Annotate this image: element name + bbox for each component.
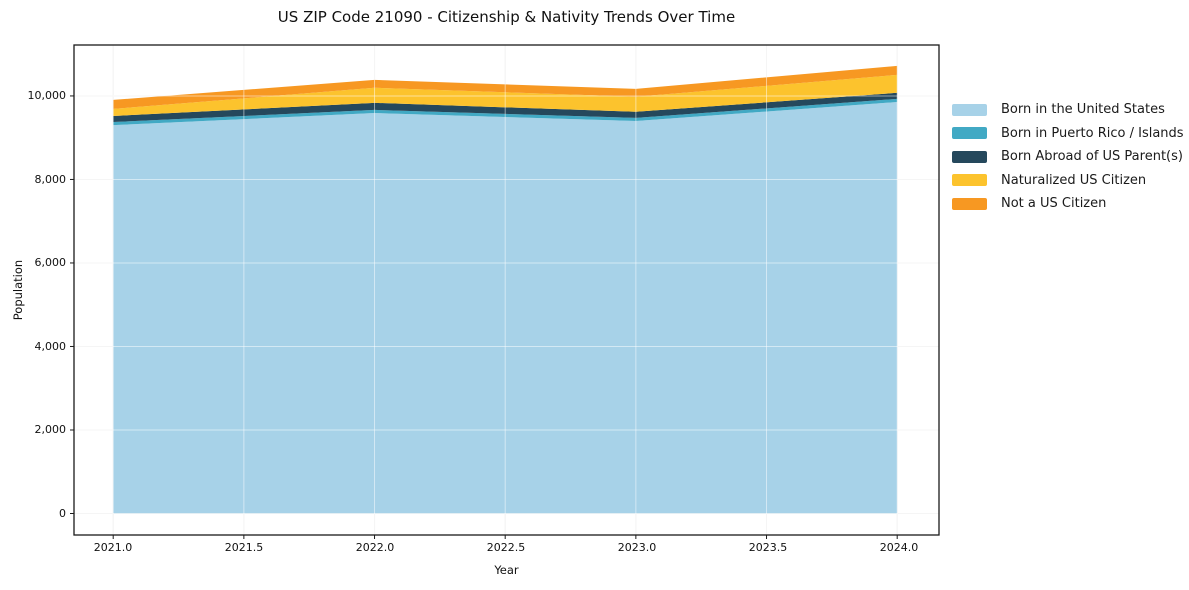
y-tick-label: 2,000 — [34, 423, 67, 436]
legend-item-born-us: Born in the United States — [952, 103, 1184, 116]
legend-item-born-abroad: Born Abroad of US Parent(s) — [952, 150, 1184, 163]
y-tick-label: 0 — [59, 506, 66, 520]
legend-label: Naturalized US Citizen — [1001, 172, 1147, 188]
legend-swatch-born-us — [952, 103, 987, 116]
axes-frame — [73, 44, 940, 536]
x-tick-label: 2021.0 — [93, 541, 133, 554]
legend-label: Not a US Citizen — [1001, 196, 1107, 211]
legend: Born in the United States Born in Puerto… — [952, 103, 1184, 210]
legend-label: Born Abroad of US Parent(s) — [1001, 149, 1183, 164]
x-tick-label: 2021.5 — [224, 541, 264, 554]
x-tick-label: 2023.0 — [617, 541, 657, 554]
legend-swatch-puerto-rico — [952, 127, 987, 139]
legend-label: Born in Puerto Rico / Islands — [1001, 125, 1184, 141]
legend-label: Born in the United States — [1001, 102, 1165, 117]
legend-swatch-not-citizen — [952, 197, 987, 210]
x-tick-label: 2022.5 — [486, 541, 526, 554]
y-tick-label: 10,000 — [27, 89, 67, 102]
chart-title: US ZIP Code 21090 - Citizenship & Nativi… — [277, 8, 736, 26]
y-tick-label: 6,000 — [34, 256, 67, 269]
y-axis-label: Population — [11, 259, 25, 321]
legend-swatch-born-abroad — [952, 150, 987, 163]
y-tick-label: 4,000 — [34, 339, 67, 353]
legend-item-naturalized: Naturalized US Citizen — [952, 174, 1184, 187]
area-born-in-puerto-rico-islands — [113, 98, 898, 126]
x-axis-label: Year — [494, 563, 519, 577]
x-tick-label: 2023.5 — [748, 541, 788, 554]
x-tick-label: 2024.0 — [879, 541, 919, 554]
x-tick-label: 2022.0 — [355, 541, 395, 554]
legend-swatch-naturalized — [952, 174, 987, 186]
y-tick-label: 8,000 — [34, 172, 67, 186]
legend-item-not-citizen: Not a US Citizen — [952, 197, 1184, 210]
legend-item-puerto-rico: Born in Puerto Rico / Islands — [952, 127, 1184, 140]
